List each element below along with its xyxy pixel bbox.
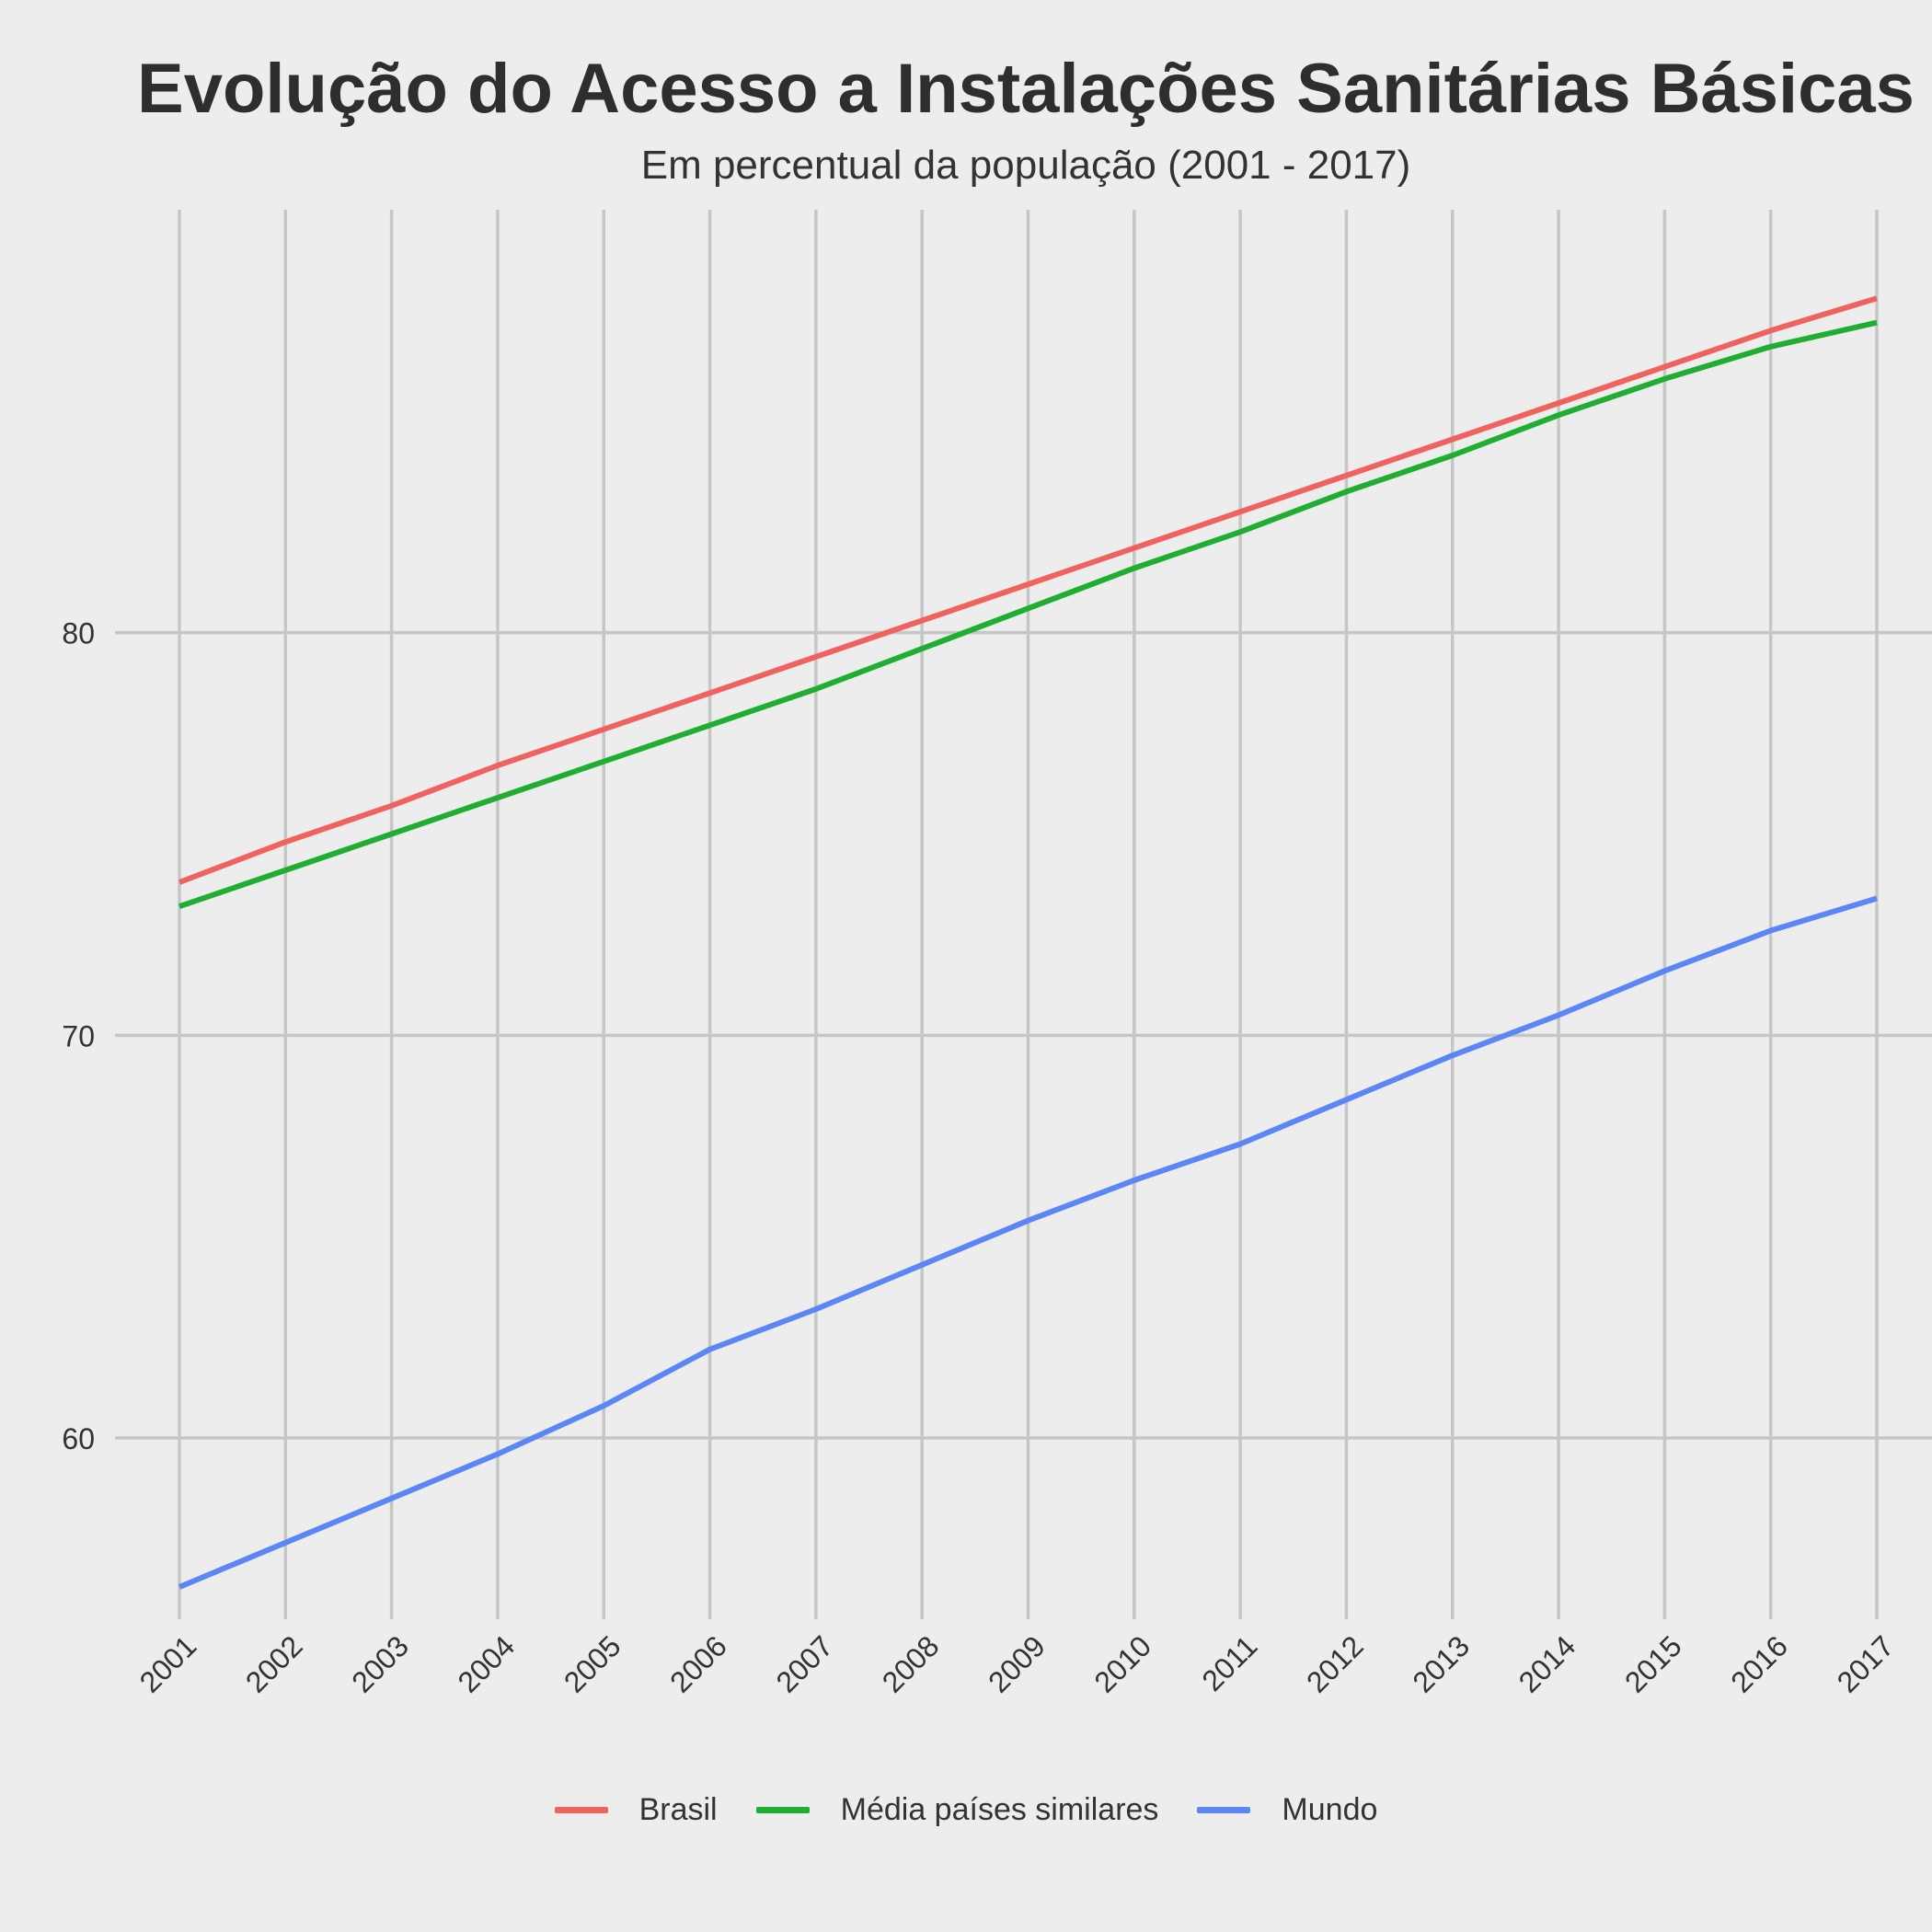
x-tick-label: 2009	[982, 1629, 1052, 1699]
series-line-1	[178, 295, 1878, 885]
x-tick-label: 2001	[133, 1629, 203, 1699]
y-axis: 60 70 80	[62, 617, 95, 1455]
x-tick-label: 2014	[1512, 1629, 1582, 1699]
x-tick-label: 2010	[1087, 1629, 1157, 1699]
x-tick-label: 2002	[239, 1629, 309, 1699]
x-tick-label: 2017	[1831, 1629, 1901, 1699]
y-tick-label: 80	[62, 617, 95, 650]
legend: Brasil Média países similares Mundo	[0, 1792, 1932, 1828]
x-tick-label: 2011	[1195, 1629, 1263, 1697]
x-tick-label: 2006	[663, 1629, 733, 1699]
legend-item: Mundo	[1197, 1792, 1377, 1828]
legend-key	[554, 1807, 608, 1813]
x-axis: 2001 2002 2003 2004 2005 2006 2007 2008 2009 2010…	[133, 1629, 1901, 1699]
grid	[115, 210, 1932, 1619]
legend-item: Brasil	[554, 1792, 718, 1828]
legend-key	[755, 1807, 810, 1813]
x-tick-label: 2007	[769, 1629, 839, 1699]
x-tick-label: 2016	[1724, 1629, 1794, 1699]
x-tick-label: 2005	[558, 1629, 627, 1699]
legend-label: Brasil	[638, 1792, 718, 1827]
legend-label: Média países similares	[840, 1792, 1159, 1827]
legend-key	[1197, 1807, 1251, 1813]
chart-title: Evolução do Acesso a Instalações Sanitár…	[137, 50, 1915, 128]
series-line-2	[178, 319, 1878, 910]
legend-item: Média países similares	[755, 1792, 1159, 1828]
x-tick-label: 2012	[1300, 1629, 1370, 1699]
series-line-3	[178, 895, 1878, 1590]
x-tick-label: 2015	[1618, 1629, 1688, 1699]
x-tick-label: 2013	[1406, 1629, 1476, 1699]
y-tick-label: 70	[62, 1019, 95, 1052]
x-tick-label: 2008	[876, 1629, 946, 1699]
legend-label: Mundo	[1282, 1792, 1378, 1827]
chart-subtitle: Em percentual da população (2001 - 2017)	[640, 143, 1411, 188]
x-tick-label: 2004	[452, 1629, 522, 1699]
x-tick-label: 2003	[345, 1629, 415, 1699]
series-lines	[178, 295, 1878, 1590]
y-tick-label: 60	[62, 1422, 95, 1455]
